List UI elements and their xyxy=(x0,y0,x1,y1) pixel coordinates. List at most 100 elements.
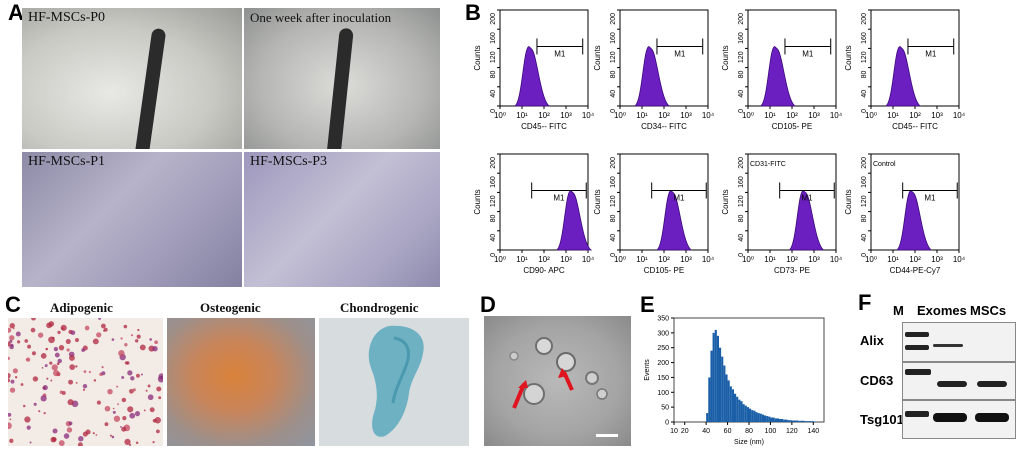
y-tick-label: 120 xyxy=(861,195,868,207)
adipogenic-stain-image xyxy=(8,318,163,446)
x-tick-label: 60 xyxy=(724,428,732,435)
lipid-droplet xyxy=(29,441,32,444)
photo-caption: One week after inoculation xyxy=(250,10,392,25)
lane-header-marker: M xyxy=(893,303,904,318)
size-bar xyxy=(759,413,762,422)
lipid-droplet xyxy=(66,427,73,433)
plot-frame xyxy=(747,153,837,251)
x-tick-label: 10² xyxy=(658,111,670,120)
x-tick-label: 10⁰ xyxy=(494,111,506,120)
gate-label: M1 xyxy=(553,193,565,202)
x-tick-label: 10¹ xyxy=(636,255,648,264)
x-axis-label: CD45-- FITC xyxy=(521,122,567,131)
lipid-droplet xyxy=(118,350,125,357)
lipid-droplet xyxy=(8,372,11,379)
y-tick-label: 40 xyxy=(490,234,497,242)
y-tick-label: 40 xyxy=(861,90,868,98)
lipid-droplet xyxy=(42,385,48,391)
lipid-droplet xyxy=(70,330,76,336)
lipid-droplet xyxy=(41,367,44,369)
size-bar xyxy=(749,408,752,422)
flow-histogram: 0 40 80 120 160 200 Counts 10⁰ 10¹ 10² 10³ 10⁴ CD73-… xyxy=(721,153,842,275)
x-tick-label: 10¹ xyxy=(764,111,776,120)
y-tick-label: 200 xyxy=(861,13,868,25)
x-tick-label: 40 xyxy=(702,428,710,435)
x-tick-label: 10¹ xyxy=(887,255,899,264)
lipid-droplet xyxy=(143,409,146,412)
x-tick-label: 10⁴ xyxy=(582,111,594,120)
micrograph-p1: HF-MSCs-P1 xyxy=(22,152,242,287)
size-bar xyxy=(742,404,745,422)
plot-frame xyxy=(747,9,837,107)
y-tick-label: 120 xyxy=(738,195,745,207)
micrograph-p3: HF-MSCs-P3 xyxy=(244,152,440,287)
lipid-droplet xyxy=(112,407,115,410)
gate-label: M1 xyxy=(924,193,936,202)
y-tick-label: 80 xyxy=(738,215,745,223)
lipid-droplet xyxy=(82,388,86,391)
x-tick-label: 10⁴ xyxy=(582,255,594,264)
y-tick-label: 200 xyxy=(738,157,745,169)
lipid-droplet xyxy=(124,438,131,446)
lipid-droplet xyxy=(121,397,127,403)
lipid-droplet xyxy=(81,348,85,352)
y-tick-label: 120 xyxy=(738,51,745,63)
lipid-droplet xyxy=(54,352,60,358)
lipid-droplet xyxy=(8,356,10,361)
lipid-droplet xyxy=(9,335,15,341)
lipid-droplet xyxy=(136,373,140,378)
size-bar xyxy=(719,347,722,422)
x-tick-label: 10² xyxy=(538,111,550,120)
y-tick-label: 120 xyxy=(861,51,868,63)
nta-size-chart: 0 50 100 150 200 250 300 350 10 20 40 60 80 100 120 140… xyxy=(640,312,835,452)
lipid-droplet xyxy=(8,412,12,417)
x-tick-label: 10⁰ xyxy=(865,255,877,264)
x-tick-label: 10¹ xyxy=(636,111,648,120)
lipid-droplet xyxy=(56,362,60,366)
lipid-droplet xyxy=(60,324,67,331)
size-bar xyxy=(706,413,709,422)
size-bar xyxy=(768,416,771,422)
y-tick-label: 120 xyxy=(610,195,617,207)
photo-caption: HF-MSCs-P3 xyxy=(250,154,328,169)
y-axis-label: Events xyxy=(644,359,651,381)
y-axis-label: Counts xyxy=(721,45,730,70)
flow-histogram: 0 40 80 120 160 200 Counts 10⁰ 10¹ 10² 10³ 10⁴ CD90-… xyxy=(473,153,594,275)
x-tick-label: 10 xyxy=(670,428,678,435)
lipid-droplet xyxy=(31,351,37,356)
flow-histogram: 0 40 80 120 160 200 Counts 10⁰ 10¹ 10² 10³ 10⁴ CD105… xyxy=(593,153,714,275)
size-bar xyxy=(798,420,805,422)
size-bar xyxy=(714,329,717,422)
lipid-droplet xyxy=(149,407,155,413)
size-bar xyxy=(755,412,758,422)
y-tick-label: 250 xyxy=(657,345,669,352)
lipid-droplet xyxy=(128,443,132,446)
protein-label-alix: Alix xyxy=(860,333,884,348)
lipid-droplet xyxy=(111,338,115,341)
gate-label: M1 xyxy=(674,49,686,58)
lipid-droplet xyxy=(117,403,120,406)
y-tick-label: 120 xyxy=(490,51,497,63)
y-tick-label: 120 xyxy=(610,51,617,63)
flow-histogram: 0 40 80 120 160 200 Counts 10⁰ 10¹ 10² 10³ 10⁴ CD44-… xyxy=(844,153,965,275)
x-axis-label: CD105- PE xyxy=(772,122,812,131)
panel-label-c: C xyxy=(5,292,21,317)
size-bar xyxy=(804,421,814,422)
size-bar xyxy=(761,414,764,422)
lipid-droplet xyxy=(116,385,119,388)
y-tick-label: 200 xyxy=(490,13,497,25)
size-bar xyxy=(783,419,788,422)
size-bar xyxy=(753,410,756,422)
y-tick-label: 200 xyxy=(610,13,617,25)
panel-label-d: D xyxy=(480,292,496,317)
lipid-droplet xyxy=(98,318,101,320)
lipid-droplet xyxy=(147,384,151,388)
plot-frame xyxy=(870,9,960,107)
lipid-droplet xyxy=(24,339,29,343)
size-bar xyxy=(725,374,728,422)
x-tick-label: 10⁰ xyxy=(614,111,626,120)
lipid-droplet xyxy=(12,368,18,374)
x-tick-label: 10¹ xyxy=(887,111,899,120)
lipid-droplet xyxy=(10,343,14,347)
x-tick-label: 10¹ xyxy=(516,111,528,120)
